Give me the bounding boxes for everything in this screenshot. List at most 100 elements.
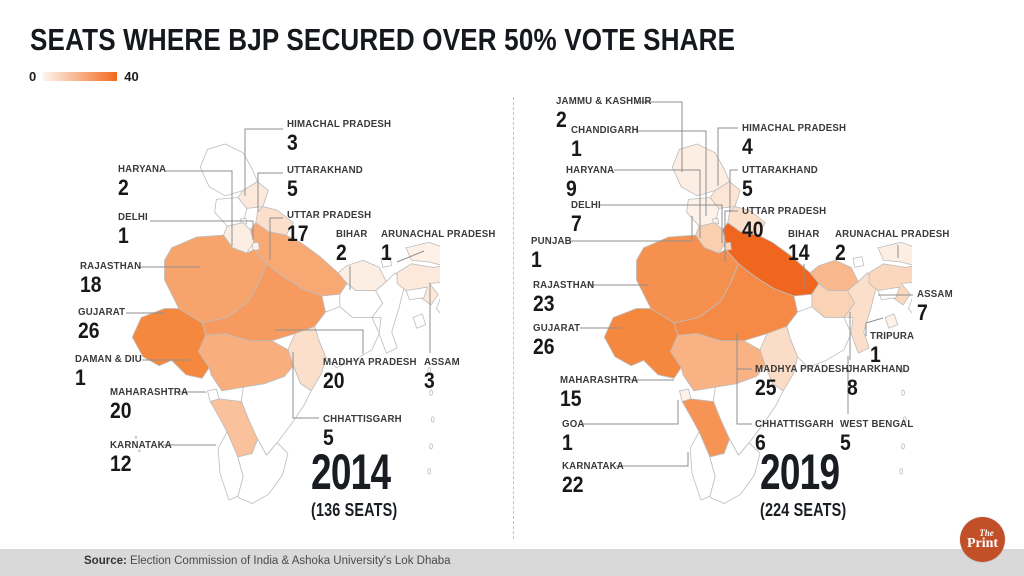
label-karnataka-2019: KARNATAKA 22: [562, 460, 629, 497]
state-value: 1: [118, 223, 129, 248]
state-northeast: [908, 297, 912, 314]
state-value: 3: [424, 368, 435, 393]
label-wb-2019: WEST BENGAL 5: [840, 418, 920, 454]
state-label: BIHAR: [788, 228, 820, 240]
label-himachal-2019: HIMACHAL PRADESH 4: [742, 122, 855, 159]
state-meghalaya: [405, 286, 428, 300]
state-tripura: [884, 313, 899, 329]
state-label: WEST BENGAL: [840, 418, 914, 430]
state-label: UTTAR PRADESH: [287, 209, 372, 221]
label-delhi-2019: DELHI 7: [571, 199, 604, 236]
state-label: ARUNACHAL PRADESH: [381, 228, 496, 240]
state-sikkim: [380, 256, 393, 268]
state-value: 9: [566, 176, 577, 201]
panel-divider: [513, 97, 514, 539]
label-daman-2014: DAMAN & DIU 1: [75, 353, 148, 390]
label-gujarat-2019: GUJARAT 26: [533, 322, 584, 359]
state-delhi: [723, 241, 732, 251]
label-punjab-2019: PUNJAB 1: [531, 235, 575, 271]
year-2019: 2019: [760, 444, 840, 500]
state-value: 3: [287, 130, 298, 155]
state-tamil-nadu: [237, 438, 289, 504]
state-meghalaya: [877, 286, 900, 300]
state-value: 15: [560, 386, 582, 411]
theprint-logo: The Print: [960, 517, 1005, 562]
seats-2014: (136 SEATS): [311, 500, 398, 520]
label-gujarat-2014: GUJARAT 26: [78, 306, 129, 342]
state-label: MAHARASHTRA: [560, 374, 639, 386]
label-mp-2014: MADHYA PRADESH 20: [323, 356, 425, 392]
state-label: RAJASTHAN: [533, 279, 595, 291]
state-value: 8: [847, 375, 858, 400]
state-value: 14: [788, 240, 810, 265]
state-value: 17: [287, 221, 309, 246]
state-label: CHHATTISGARH: [323, 413, 402, 425]
state-value: 7: [571, 211, 582, 236]
label-uttarakhand-2014: UTTARAKHAND 5: [287, 164, 370, 200]
state-label: JHARKHAND: [847, 363, 910, 375]
state-value: 6: [755, 430, 766, 455]
state-value: 4: [742, 134, 753, 159]
state-gujarat: [603, 308, 682, 379]
state-tamil-nadu: [709, 438, 761, 504]
state-label: MADHYA PRADESH: [323, 356, 417, 368]
label-jk-2019: JAMMU & KASHMIR 2: [556, 95, 660, 132]
state-value: 20: [110, 398, 132, 423]
state-label: HARYANA: [566, 164, 615, 176]
andaman-islands: [427, 367, 435, 475]
color-scale-legend: 0 40: [29, 69, 139, 84]
state-label: HARYANA: [118, 163, 167, 175]
state-sikkim: [852, 256, 865, 268]
state-value: 2: [336, 240, 347, 265]
state-label: RAJASTHAN: [80, 260, 142, 272]
label-himachal-2014: HIMACHAL PRADESH 3: [287, 118, 400, 155]
source-text: Source: Election Commission of India & A…: [84, 555, 451, 567]
page-title: SEATS WHERE BJP SECURED OVER 50% VOTE SH…: [30, 22, 736, 57]
state-value: 12: [110, 451, 132, 476]
state-northeast: [436, 297, 440, 314]
state-value: 2: [556, 107, 567, 132]
label-arunachal-2014: ARUNACHAL PRADESH 1: [381, 228, 506, 265]
state-value: 40: [742, 217, 764, 242]
state-value: 1: [75, 365, 86, 390]
source-bar: Source: Election Commission of India & A…: [0, 549, 1024, 576]
label-chhattisgarh-2019: CHHATTISGARH 6: [755, 418, 841, 455]
state-label: UTTARAKHAND: [742, 164, 818, 176]
andaman-islands: [899, 367, 907, 475]
state-value: 5: [742, 176, 753, 201]
state-value: 22: [562, 472, 584, 497]
state-value: 18: [80, 272, 102, 297]
label-chhattisgarh-2014: CHHATTISGARH 5: [323, 413, 409, 449]
state-value: 7: [917, 300, 928, 325]
label-rajasthan-2019: RAJASTHAN 23: [533, 279, 600, 316]
state-value: 25: [755, 375, 777, 400]
state-value: 1: [571, 136, 582, 161]
label-haryana-2019: HARYANA 9: [566, 164, 619, 201]
state-tripura: [412, 313, 427, 329]
state-gujarat: [131, 308, 210, 379]
label-bihar-2019: BIHAR 14: [788, 228, 822, 265]
label-arunachal-2019: ARUNACHAL PRADESH 2: [835, 228, 960, 264]
state-label: ASSAM: [424, 356, 460, 368]
state-value: 1: [562, 430, 573, 455]
state-value: 23: [533, 291, 555, 316]
state-value: 1: [381, 240, 392, 265]
state-label: GUJARAT: [78, 306, 126, 318]
year-block-2014: 2014 (136 SEATS): [311, 447, 419, 521]
state-label: TRIPURA: [870, 330, 915, 342]
label-up-2014: UTTAR PRADESH 17: [287, 209, 379, 246]
label-jharkhand-2019: JHARKHAND 8: [847, 363, 915, 400]
label-mp-2019: MADHYA PRADESH 25: [755, 363, 857, 400]
state-value: 26: [533, 334, 555, 359]
label-tripura-2019: TRIPURA 1: [870, 330, 918, 366]
label-assam-2014: ASSAM 3: [424, 356, 463, 393]
state-label: DAMAN & DIU: [75, 353, 142, 365]
state-label: HIMACHAL PRADESH: [287, 118, 392, 130]
logo-text-the: The: [979, 527, 994, 538]
label-chandigarh-2019: CHANDIGARH 1: [571, 124, 645, 161]
label-karnataka-2014: KARNATAKA 12: [110, 439, 177, 476]
label-maharashtra-2019: MAHARASHTRA 15: [560, 374, 645, 411]
state-arunachal-pradesh: [877, 241, 912, 266]
label-uttarakhand-2019: UTTARAKHAND 5: [742, 164, 825, 201]
